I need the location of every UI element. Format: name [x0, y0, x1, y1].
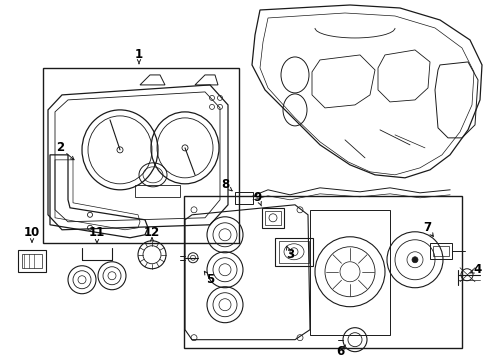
Text: 2: 2 [56, 141, 64, 154]
Text: 8: 8 [221, 178, 229, 191]
Bar [22, 254, 42, 268]
Text: 4: 4 [473, 263, 481, 276]
Circle shape [117, 147, 123, 153]
Text: 5: 5 [205, 273, 214, 286]
Text: 11: 11 [89, 226, 105, 239]
Bar [43, 68, 239, 243]
Bar [279, 241, 308, 263]
Bar [432, 246, 448, 256]
Bar [274, 238, 312, 266]
Text: 7: 7 [422, 221, 430, 234]
Bar [183, 196, 461, 348]
Circle shape [411, 257, 417, 263]
Bar [309, 210, 389, 335]
Circle shape [182, 145, 187, 151]
Text: 6: 6 [335, 345, 344, 358]
Text: 3: 3 [285, 248, 293, 261]
Text: 1: 1 [135, 49, 143, 62]
Text: 9: 9 [253, 191, 262, 204]
Bar [264, 211, 281, 225]
Text: 10: 10 [24, 226, 40, 239]
Bar [429, 243, 451, 259]
Bar [135, 185, 180, 197]
Bar [18, 250, 46, 272]
Bar [262, 208, 284, 228]
Text: 12: 12 [143, 226, 160, 239]
Bar [235, 192, 252, 204]
